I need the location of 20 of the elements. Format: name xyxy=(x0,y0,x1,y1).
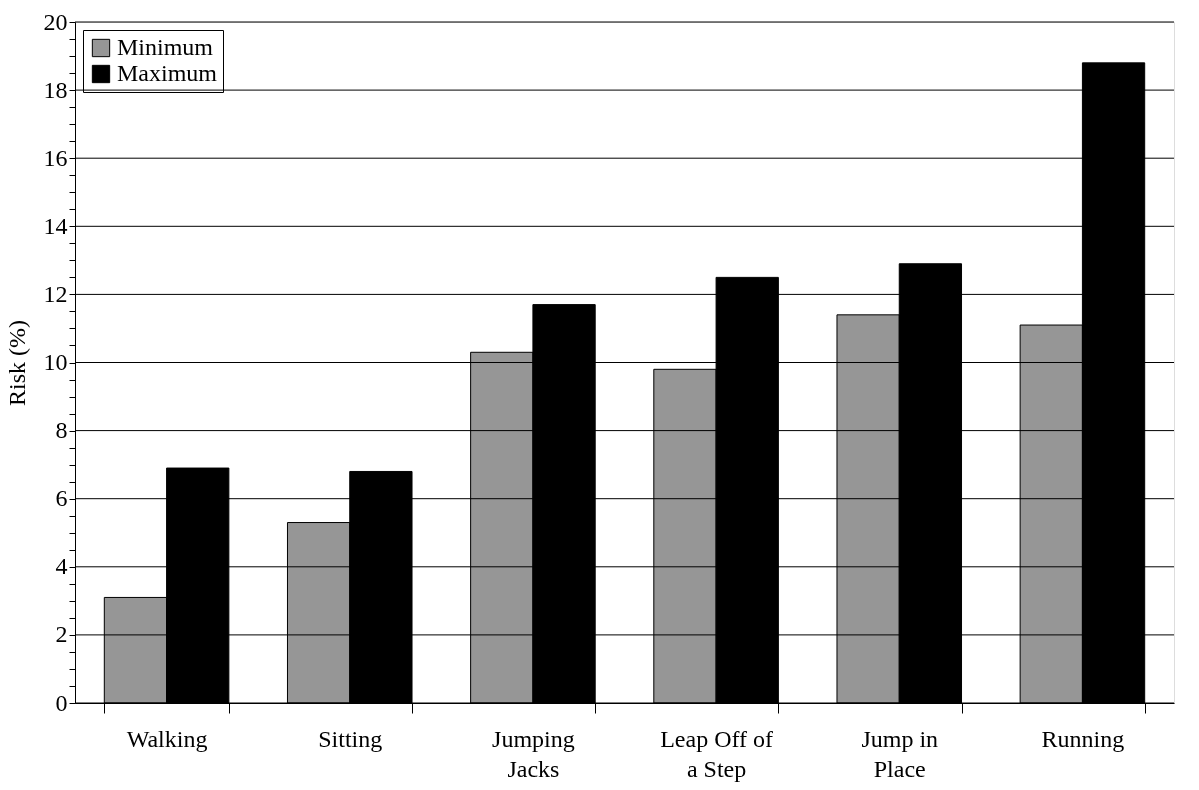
x-tick-label: Jumping Jacks xyxy=(492,725,575,782)
y-tick-label: 10 xyxy=(43,349,68,375)
y-tick-label: 8 xyxy=(55,417,68,444)
y-tick-label: 6 xyxy=(55,485,68,512)
y-tick-label: 0 xyxy=(55,689,68,716)
x-tick-label: Sitting xyxy=(318,725,383,752)
y-tick-label: 20 xyxy=(43,8,68,35)
x-tick-label: Jump in Place xyxy=(861,725,939,782)
y-tick-label: 2 xyxy=(55,621,68,648)
y-tick-label: 4 xyxy=(55,553,68,580)
x-tick-label: Leap Off of a Step xyxy=(660,725,774,782)
x-tick-label: Walking xyxy=(126,725,208,752)
legend-label: Maximum xyxy=(117,60,218,86)
y-tick-label: 12 xyxy=(43,280,68,307)
y-tick-label: 14 xyxy=(43,212,68,239)
y-axis-title: Risk (%) xyxy=(3,320,30,406)
y-tick-label: 18 xyxy=(43,76,68,103)
x-tick-label: Running xyxy=(1041,725,1125,752)
legend-label: Minimum xyxy=(117,34,214,60)
y-tick-label: 16 xyxy=(43,144,68,171)
